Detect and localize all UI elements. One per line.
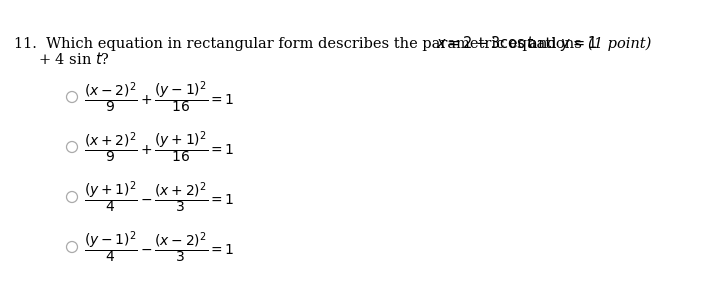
Text: and $y=1$: and $y=1$ bbox=[524, 34, 603, 53]
Text: $\dfrac{(x-2)^{2}}{9}+\dfrac{(y-1)^{2}}{16}=1$: $\dfrac{(x-2)^{2}}{9}+\dfrac{(y-1)^{2}}{… bbox=[84, 79, 234, 115]
Text: $\dfrac{(y-1)^{2}}{4}-\dfrac{(x-2)^{2}}{3}=1$: $\dfrac{(y-1)^{2}}{4}-\dfrac{(x-2)^{2}}{… bbox=[84, 229, 234, 265]
Text: $\dfrac{(x+2)^{2}}{9}+\dfrac{(y+1)^{2}}{16}=1$: $\dfrac{(x+2)^{2}}{9}+\dfrac{(y+1)^{2}}{… bbox=[84, 129, 234, 165]
Text: (1 point): (1 point) bbox=[588, 37, 651, 51]
Text: 11.  Which equation in rectangular form describes the parametric equations: 11. Which equation in rectangular form d… bbox=[14, 37, 587, 51]
Text: + 4 sin $t$?: + 4 sin $t$? bbox=[38, 51, 110, 67]
Text: $\dfrac{(y+1)^{2}}{4}-\dfrac{(x+2)^{2}}{3}=1$: $\dfrac{(y+1)^{2}}{4}-\dfrac{(x+2)^{2}}{… bbox=[84, 179, 234, 215]
Text: $x = 2-3\mathrm{cos}\,t$: $x = 2-3\mathrm{cos}\,t$ bbox=[436, 35, 535, 51]
